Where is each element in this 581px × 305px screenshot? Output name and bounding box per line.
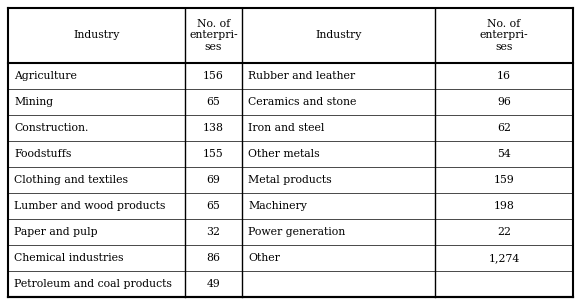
- Text: No. of
enterpri-
ses: No. of enterpri- ses: [480, 19, 528, 52]
- Text: Lumber and wood products: Lumber and wood products: [14, 201, 166, 211]
- Text: Construction.: Construction.: [14, 123, 88, 133]
- Text: Mining: Mining: [14, 97, 53, 107]
- Text: Clothing and textiles: Clothing and textiles: [14, 175, 128, 185]
- Text: 22: 22: [497, 227, 511, 237]
- Text: 69: 69: [207, 175, 220, 185]
- Text: 16: 16: [497, 71, 511, 81]
- Text: 32: 32: [206, 227, 221, 237]
- Text: Agriculture: Agriculture: [14, 71, 77, 81]
- Text: 54: 54: [497, 149, 511, 159]
- Text: 198: 198: [494, 201, 514, 211]
- Text: Chemical industries: Chemical industries: [14, 253, 124, 263]
- Text: Metal products: Metal products: [248, 175, 332, 185]
- Text: Iron and steel: Iron and steel: [248, 123, 324, 133]
- Text: Paper and pulp: Paper and pulp: [14, 227, 98, 237]
- Text: 1,274: 1,274: [489, 253, 519, 263]
- Text: Industry: Industry: [73, 30, 120, 41]
- Text: 86: 86: [206, 253, 221, 263]
- Text: Machinery: Machinery: [248, 201, 307, 211]
- Text: 138: 138: [203, 123, 224, 133]
- Text: Industry: Industry: [315, 30, 362, 41]
- Text: 155: 155: [203, 149, 224, 159]
- Text: 65: 65: [207, 97, 220, 107]
- Text: 62: 62: [497, 123, 511, 133]
- Text: Power generation: Power generation: [248, 227, 345, 237]
- Text: Petroleum and coal products: Petroleum and coal products: [14, 279, 172, 289]
- Text: Other metals: Other metals: [248, 149, 320, 159]
- Text: 65: 65: [207, 201, 220, 211]
- Text: Other: Other: [248, 253, 280, 263]
- Text: No. of
enterpri-
ses: No. of enterpri- ses: [189, 19, 238, 52]
- Text: 49: 49: [207, 279, 220, 289]
- Text: Rubber and leather: Rubber and leather: [248, 71, 355, 81]
- Text: Ceramics and stone: Ceramics and stone: [248, 97, 356, 107]
- Text: 96: 96: [497, 97, 511, 107]
- Text: 159: 159: [494, 175, 514, 185]
- Text: 156: 156: [203, 71, 224, 81]
- Text: Foodstuffs: Foodstuffs: [14, 149, 71, 159]
